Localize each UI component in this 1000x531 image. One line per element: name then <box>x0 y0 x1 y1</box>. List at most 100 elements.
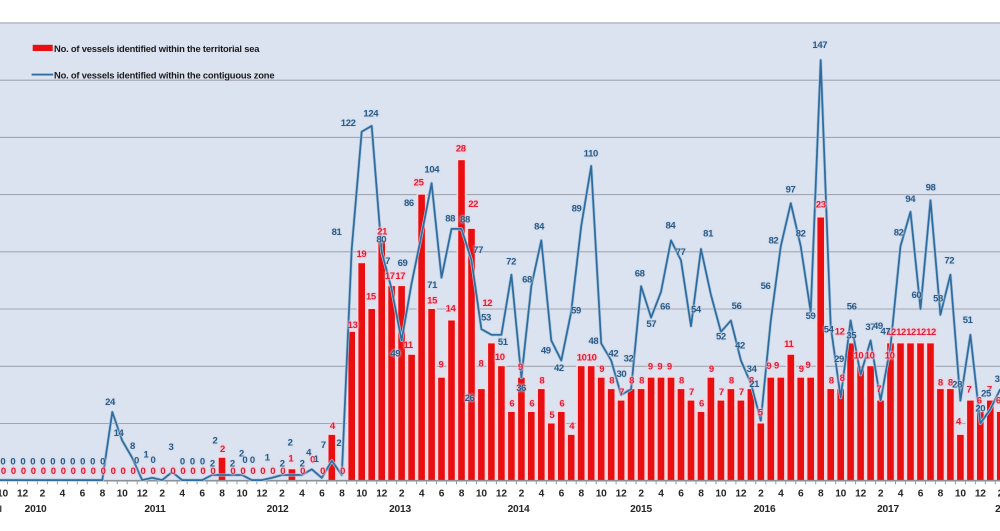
svg-text:0: 0 <box>310 454 315 465</box>
svg-text:12: 12 <box>916 327 926 338</box>
svg-text:0: 0 <box>190 456 195 467</box>
svg-text:4: 4 <box>658 489 664 500</box>
svg-text:0: 0 <box>90 456 95 467</box>
svg-text:0: 0 <box>141 466 146 477</box>
svg-text:0: 0 <box>1 466 6 477</box>
svg-text:8: 8 <box>339 489 345 500</box>
svg-text:29: 29 <box>834 354 844 365</box>
svg-text:12: 12 <box>835 326 845 337</box>
svg-text:82: 82 <box>796 228 806 239</box>
svg-text:0: 0 <box>200 456 205 467</box>
svg-text:12: 12 <box>137 489 148 500</box>
svg-text:6: 6 <box>559 398 564 409</box>
svg-text:12: 12 <box>906 327 916 338</box>
svg-text:68: 68 <box>635 268 645 279</box>
svg-text:124: 124 <box>363 108 379 119</box>
svg-text:58: 58 <box>933 293 943 304</box>
svg-text:0: 0 <box>340 466 345 477</box>
svg-text:11: 11 <box>404 340 414 351</box>
svg-text:7: 7 <box>689 387 694 398</box>
svg-text:6: 6 <box>918 489 924 500</box>
svg-text:9: 9 <box>766 361 771 372</box>
svg-text:28: 28 <box>456 143 466 154</box>
svg-text:0: 0 <box>121 466 126 477</box>
svg-text:2014: 2014 <box>508 504 530 515</box>
svg-text:20: 20 <box>975 403 985 414</box>
svg-text:0: 0 <box>240 466 245 477</box>
svg-text:0: 0 <box>51 466 56 477</box>
svg-text:56: 56 <box>847 302 857 313</box>
svg-text:3: 3 <box>169 442 174 453</box>
svg-text:9: 9 <box>709 364 714 375</box>
svg-text:9: 9 <box>648 361 653 372</box>
svg-text:2: 2 <box>220 444 225 455</box>
svg-text:12: 12 <box>482 298 492 309</box>
svg-text:No. of vessels identified with: No. of vessels identified within the ter… <box>54 43 260 54</box>
svg-text:0: 0 <box>300 466 305 477</box>
svg-text:22: 22 <box>468 199 478 210</box>
svg-text:6: 6 <box>678 489 684 500</box>
svg-text:81: 81 <box>703 228 714 239</box>
svg-text:10: 10 <box>865 350 875 361</box>
svg-text:8: 8 <box>938 377 943 388</box>
svg-text:2011: 2011 <box>144 504 166 515</box>
svg-text:8: 8 <box>679 375 684 386</box>
svg-text:2: 2 <box>336 438 341 449</box>
svg-text:8: 8 <box>100 489 106 500</box>
svg-text:77: 77 <box>676 247 686 258</box>
svg-text:104: 104 <box>424 164 440 175</box>
svg-text:69: 69 <box>398 258 408 269</box>
svg-text:0: 0 <box>160 466 165 477</box>
svg-text:84: 84 <box>534 222 545 233</box>
svg-text:0: 0 <box>60 456 65 467</box>
svg-text:28: 28 <box>952 379 962 390</box>
svg-text:6: 6 <box>80 489 86 500</box>
svg-text:12: 12 <box>896 327 906 338</box>
svg-text:86: 86 <box>404 198 414 209</box>
svg-text:0: 0 <box>210 466 215 477</box>
svg-text:42: 42 <box>554 363 564 374</box>
svg-text:88: 88 <box>445 213 455 224</box>
svg-text:12: 12 <box>17 489 28 500</box>
svg-text:12: 12 <box>256 489 267 500</box>
svg-text:35: 35 <box>846 331 857 342</box>
svg-text:4: 4 <box>898 489 904 500</box>
svg-text:0: 0 <box>71 466 76 477</box>
svg-text:60: 60 <box>911 290 921 301</box>
svg-text:7: 7 <box>385 256 390 267</box>
svg-text:0: 0 <box>61 466 66 477</box>
svg-text:32: 32 <box>995 374 1000 385</box>
svg-text:0: 0 <box>111 466 116 477</box>
svg-text:1: 1 <box>288 453 294 464</box>
svg-text:7: 7 <box>739 387 744 398</box>
svg-text:11: 11 <box>784 339 794 350</box>
svg-text:2: 2 <box>758 489 764 500</box>
svg-text:54: 54 <box>691 304 702 315</box>
svg-text:4: 4 <box>539 489 545 500</box>
svg-text:0: 0 <box>280 466 285 477</box>
svg-text:2010: 2010 <box>25 504 47 515</box>
svg-text:56: 56 <box>761 281 771 292</box>
svg-text:2: 2 <box>239 448 244 459</box>
svg-text:49: 49 <box>873 321 883 332</box>
svg-text:4: 4 <box>569 421 575 432</box>
svg-text:6: 6 <box>199 489 205 500</box>
svg-text:25: 25 <box>414 177 425 188</box>
svg-text:51: 51 <box>963 315 974 326</box>
svg-text:0: 0 <box>250 455 255 466</box>
svg-text:4: 4 <box>306 447 312 458</box>
svg-text:42: 42 <box>608 348 618 359</box>
svg-text:8: 8 <box>840 373 845 384</box>
svg-text:7: 7 <box>987 384 992 395</box>
svg-text:15: 15 <box>427 295 438 306</box>
svg-text:0: 0 <box>170 466 175 477</box>
svg-text:8: 8 <box>749 375 754 386</box>
svg-text:32: 32 <box>624 353 634 364</box>
svg-text:12: 12 <box>926 327 936 338</box>
svg-text:4: 4 <box>419 489 425 500</box>
svg-text:12: 12 <box>616 489 627 500</box>
svg-text:12: 12 <box>886 327 896 338</box>
svg-text:0: 0 <box>21 466 26 477</box>
svg-text:10: 10 <box>955 489 966 500</box>
svg-text:0: 0 <box>260 466 265 477</box>
